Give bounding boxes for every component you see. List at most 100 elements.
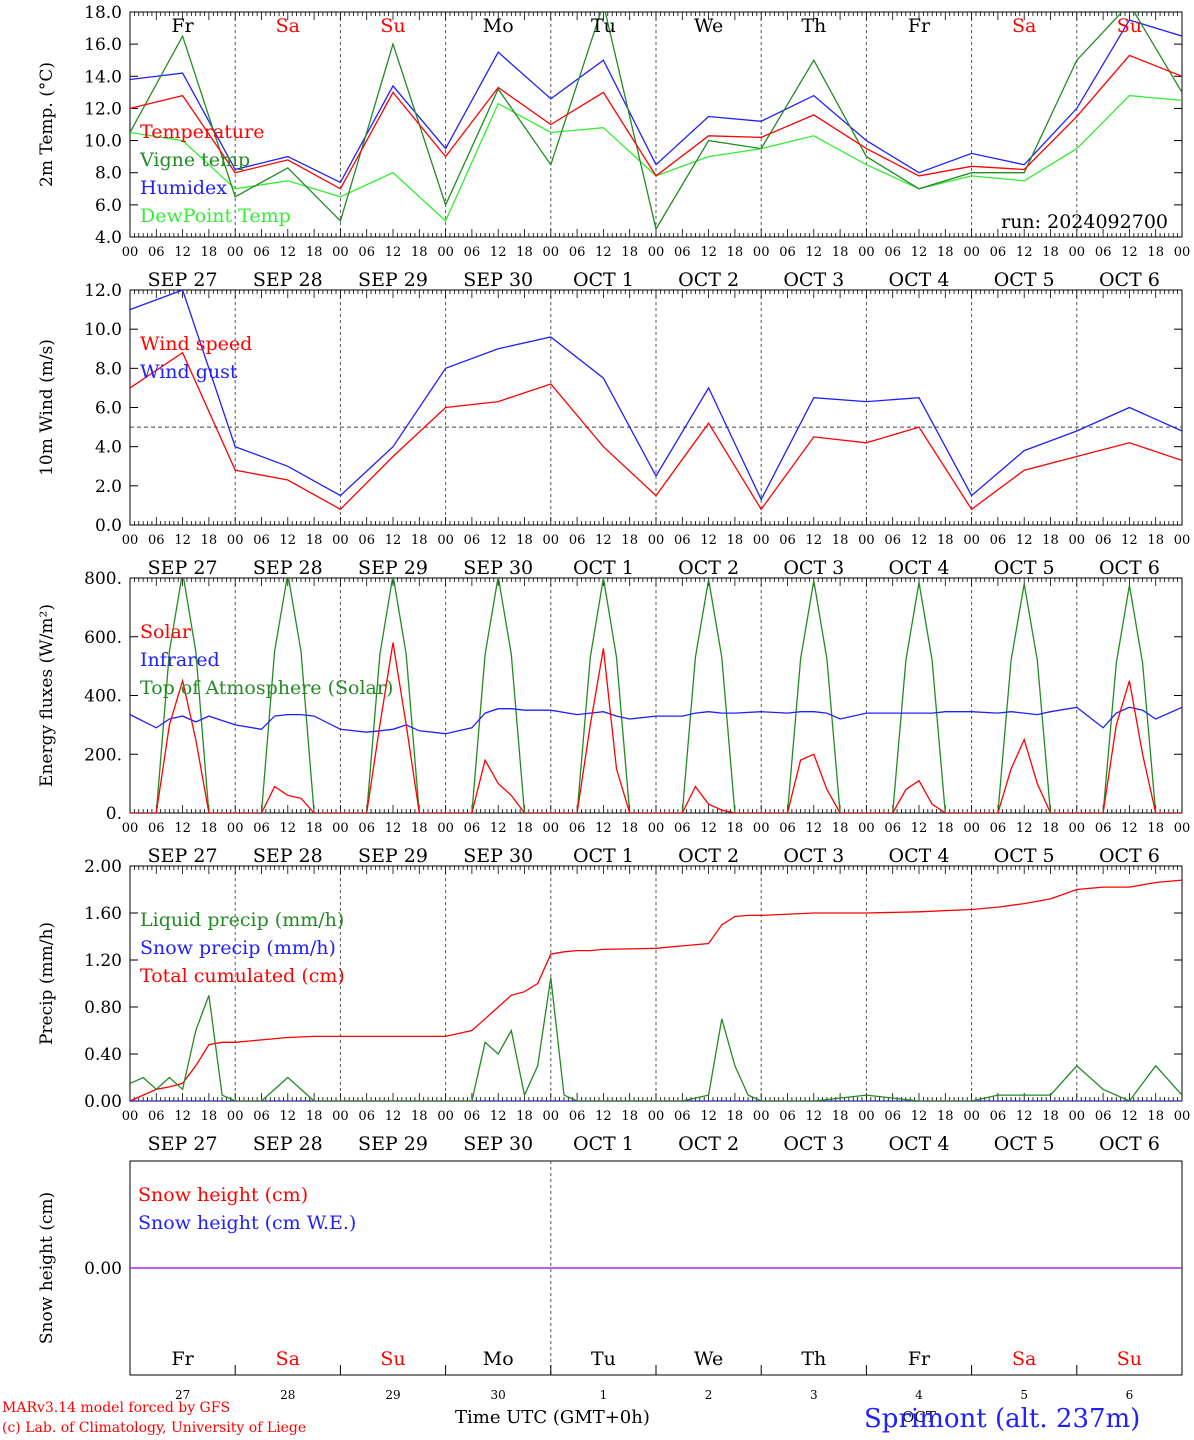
hour-tick-label: 00 bbox=[963, 245, 980, 260]
hour-tick-label: 00 bbox=[437, 1109, 454, 1124]
hour-tick-label: 12 bbox=[280, 821, 297, 836]
hour-tick-label: 18 bbox=[1042, 533, 1059, 548]
credit-line-1: MARv3.14 model forced by GFS bbox=[2, 1400, 231, 1416]
hour-tick-label: 00 bbox=[332, 533, 349, 548]
date-label: SEP 30 bbox=[463, 845, 533, 867]
hour-tick-label: 12 bbox=[806, 533, 823, 548]
hour-tick-label: 06 bbox=[569, 821, 586, 836]
series-line-2 bbox=[130, 706, 1182, 735]
hour-tick-label: 12 bbox=[700, 245, 717, 260]
hour-tick-label: 00 bbox=[1069, 821, 1086, 836]
hour-tick-label: 12 bbox=[911, 245, 928, 260]
date-label: OCT 1 bbox=[573, 845, 634, 867]
date-label: OCT 6 bbox=[1099, 557, 1160, 579]
hour-tick-label: 00 bbox=[227, 821, 244, 836]
hour-tick-label: 18 bbox=[516, 1109, 533, 1124]
run-annotation: run: 2024092700 bbox=[1001, 211, 1168, 233]
day-name-label: Sa bbox=[276, 15, 300, 37]
date-label: OCT 2 bbox=[678, 269, 739, 291]
hour-tick-label: 06 bbox=[148, 821, 165, 836]
hour-tick-label: 18 bbox=[1147, 821, 1164, 836]
day-name-label: Tu bbox=[591, 15, 616, 37]
y-tick-label: 0.00 bbox=[84, 1092, 122, 1112]
hour-tick-label: 12 bbox=[595, 821, 612, 836]
hour-tick-label: 12 bbox=[174, 533, 191, 548]
hour-tick-label: 06 bbox=[884, 533, 901, 548]
y-tick-label: 0.0 bbox=[95, 516, 122, 536]
day-name-label: We bbox=[694, 15, 723, 37]
hour-tick-label: 06 bbox=[1095, 245, 1112, 260]
y-tick-label: 8.0 bbox=[95, 164, 122, 184]
y-tick-label: 1.20 bbox=[84, 951, 122, 971]
hour-tick-label: 00 bbox=[753, 533, 770, 548]
hour-tick-label: 06 bbox=[358, 245, 375, 260]
legend-entry: Top of Atmosphere (Solar) bbox=[140, 677, 393, 699]
hour-tick-label: 00 bbox=[963, 1109, 980, 1124]
y-tick-label: 16.0 bbox=[84, 35, 122, 55]
hour-tick-label: 06 bbox=[1095, 533, 1112, 548]
hour-tick-label: 12 bbox=[1016, 245, 1033, 260]
hour-tick-label: 12 bbox=[806, 1109, 823, 1124]
hour-tick-label: 18 bbox=[727, 533, 744, 548]
hour-tick-label: 18 bbox=[201, 245, 218, 260]
hour-tick-label: 18 bbox=[1042, 245, 1059, 260]
y-tick-label: 0. bbox=[106, 804, 122, 824]
hour-tick-label: 06 bbox=[779, 245, 796, 260]
hour-tick-label: 00 bbox=[753, 245, 770, 260]
y-tick-label: 4.0 bbox=[95, 228, 122, 248]
date-label: OCT 4 bbox=[889, 1133, 950, 1155]
hour-tick-label: 18 bbox=[937, 821, 954, 836]
hour-tick-label: 00 bbox=[332, 245, 349, 260]
y-tick-label: 0.00 bbox=[84, 1259, 122, 1279]
series-line-3 bbox=[130, 578, 1182, 813]
hour-tick-label: 00 bbox=[122, 1109, 139, 1124]
day-name-label: Sa bbox=[1012, 1348, 1036, 1370]
hour-tick-label: 18 bbox=[306, 1109, 323, 1124]
hour-tick-label: 18 bbox=[1042, 1109, 1059, 1124]
hour-tick-label: 12 bbox=[280, 1109, 297, 1124]
date-label: SEP 27 bbox=[148, 269, 218, 291]
series-line-2 bbox=[130, 290, 1182, 501]
legend-entry: Wind gust bbox=[140, 361, 238, 383]
date-label: SEP 28 bbox=[253, 269, 323, 291]
hour-tick-label: 12 bbox=[490, 821, 507, 836]
hour-tick-label: 00 bbox=[648, 1109, 665, 1124]
hour-tick-label: 12 bbox=[174, 1109, 191, 1124]
hour-tick-label: 00 bbox=[753, 1109, 770, 1124]
day-name-label: Fr bbox=[171, 1348, 194, 1370]
series-line-1 bbox=[130, 54, 1182, 190]
hour-tick-label: 06 bbox=[990, 533, 1007, 548]
date-label: OCT 2 bbox=[678, 1133, 739, 1155]
series-line-3 bbox=[130, 879, 1182, 1101]
y-tick-label: 4.0 bbox=[95, 438, 122, 458]
hour-tick-label: 06 bbox=[464, 821, 481, 836]
hour-tick-label: 12 bbox=[1016, 533, 1033, 548]
y-axis-label: Precip (mm/h) bbox=[37, 922, 57, 1045]
hour-tick-label: 06 bbox=[884, 245, 901, 260]
hour-tick-label: 00 bbox=[753, 821, 770, 836]
hour-tick-label: 00 bbox=[858, 821, 875, 836]
hour-tick-label: 00 bbox=[1069, 245, 1086, 260]
plot-frame bbox=[129, 11, 1183, 238]
day-name-label: Fr bbox=[171, 15, 194, 37]
hour-tick-label: 06 bbox=[674, 245, 691, 260]
credit-line-2: (c) Lab. of Climatology, University of L… bbox=[2, 1420, 307, 1436]
hour-tick-label: 12 bbox=[700, 1109, 717, 1124]
legend-entry: Total cumulated (cm) bbox=[140, 965, 345, 987]
hour-tick-label: 00 bbox=[1174, 245, 1191, 260]
date-label: OCT 3 bbox=[783, 557, 844, 579]
hour-tick-label: 06 bbox=[990, 821, 1007, 836]
hour-tick-label: 06 bbox=[358, 533, 375, 548]
hour-tick-label: 18 bbox=[832, 821, 849, 836]
y-axis-label: Energy fluxes (W/m²) bbox=[37, 604, 57, 787]
day-name-label: We bbox=[694, 1348, 723, 1370]
date-label: SEP 30 bbox=[463, 269, 533, 291]
hour-tick-label: 12 bbox=[595, 245, 612, 260]
hour-tick-label: 06 bbox=[464, 533, 481, 548]
hour-tick-label: 06 bbox=[569, 533, 586, 548]
hour-tick-label: 06 bbox=[674, 533, 691, 548]
date-label: OCT 3 bbox=[783, 845, 844, 867]
hour-tick-label: 18 bbox=[411, 821, 428, 836]
date-label: SEP 28 bbox=[253, 845, 323, 867]
hour-tick-label: 06 bbox=[990, 245, 1007, 260]
